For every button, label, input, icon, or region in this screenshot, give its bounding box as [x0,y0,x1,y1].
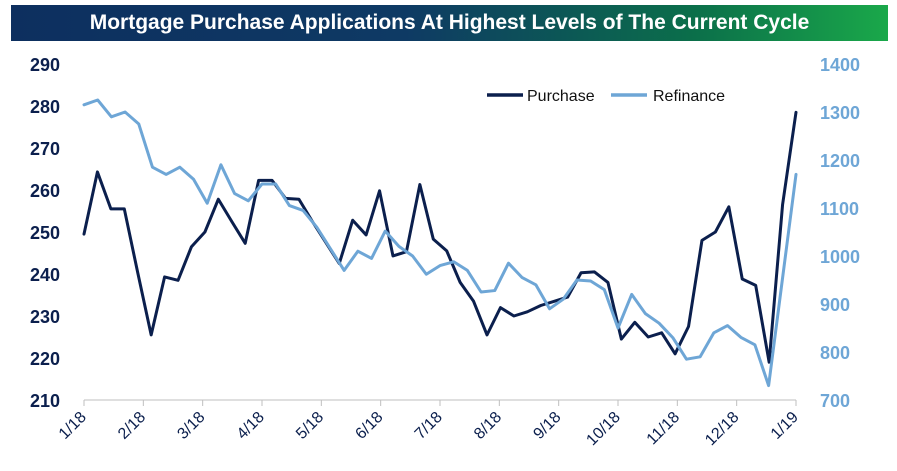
y-right-tick-label: 1200 [820,151,860,171]
legend-label-refinance: Refinance [653,88,725,105]
x-tick-label: 6/18 [352,409,386,443]
x-tick-label: 8/18 [471,409,505,443]
x-tick-label: 1/19 [768,409,802,443]
x-tick-label: 11/18 [644,409,684,449]
y-right-tick-label: 1000 [820,247,860,267]
y-right-tick-label: 1400 [820,55,860,75]
y-left-tick-label: 210 [30,391,60,411]
x-tick-label: 7/18 [412,409,446,443]
y-right-tick-label: 900 [820,295,850,315]
x-tick-label: 10/18 [583,409,623,449]
x-tick-label: 4/18 [234,409,268,443]
chart-title: Mortgage Purchase Applications At Highes… [11,5,888,41]
x-tick-label: 2/18 [115,409,149,443]
y-left-tick-label: 280 [30,97,60,117]
x-tick-label: 3/18 [174,409,208,443]
y-right-tick-label: 800 [820,343,850,363]
y-left-tick-label: 240 [30,265,60,285]
y-left-tick-label: 260 [30,181,60,201]
series-line-refinance [82,98,798,388]
y-left-tick-label: 250 [30,223,60,243]
legend-label-purchase: Purchase [527,88,595,105]
y-left-tick-label: 290 [30,55,60,75]
series-line-purchase [82,110,798,364]
y-left-tick-label: 230 [30,307,60,327]
y-right-tick-label: 1100 [820,199,859,219]
x-tick-label: 12/18 [702,409,742,449]
y-right-tick-label: 700 [820,391,850,411]
y-left-tick-label: 270 [30,139,60,159]
y-right-tick-label: 1300 [820,103,860,123]
x-tick-label: 9/18 [530,409,564,443]
x-tick-label: 5/18 [293,409,327,443]
x-tick-label: 1/18 [56,409,90,443]
y-left-tick-label: 220 [30,349,60,369]
